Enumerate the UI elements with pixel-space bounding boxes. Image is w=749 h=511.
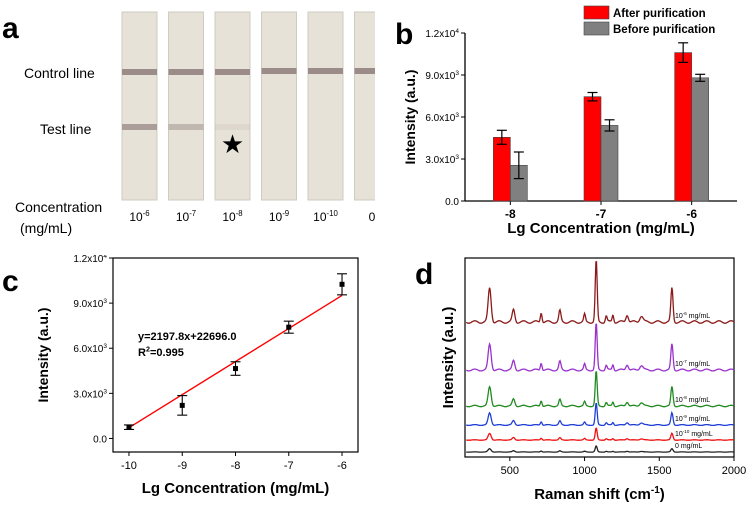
- scatter-chart: 0.0 3.0x103 6.0x103 9.0x103 1.2x104 -10 -9 -8 -7…: [35, 255, 359, 497]
- strip-concentration-label: 10-10: [313, 209, 338, 224]
- y-tick-label: 0.0: [445, 197, 459, 208]
- spectrum-label: 0 mg/mL: [675, 443, 702, 450]
- panel-label-c: c: [2, 265, 19, 298]
- y-axis-label: Intensity (a.u.): [402, 70, 418, 165]
- test-strip: [261, 11, 297, 201]
- panel-a: a 10-6 10-7 ★ 10-8 10-9 10-10 0 Control line T…: [2, 11, 375, 236]
- x-tick-label: -6: [686, 207, 697, 221]
- test-line-label: Test line: [40, 121, 92, 137]
- control-line-band: [308, 68, 343, 74]
- strips-group: 10-6 10-7 ★ 10-8 10-9 10-10 0: [121, 11, 375, 224]
- strip-concentration-label: 10-6: [129, 209, 149, 224]
- x-axis-label: Lg Concentration (mg/mL): [142, 480, 330, 497]
- panel-c: c 0.0 3.0x103 6.0x103 9.0x103 1.2x104 -10 -9 -8…: [2, 255, 359, 497]
- bar: [674, 52, 692, 202]
- panel-d: d 500 1000 1500 2000 10-6 mg/mL 10-7 mg/mL 10-…: [415, 257, 746, 503]
- x-tick-label: -9: [177, 460, 187, 472]
- y-axis-label: Intensity (a.u.): [440, 307, 457, 409]
- spectrum-line: [466, 445, 734, 453]
- spectrum-line: [465, 371, 735, 408]
- panel-label-d: d: [415, 258, 433, 291]
- fit-equation: y=2197.8x+22696.0: [138, 331, 237, 343]
- test-line-band: [215, 124, 250, 130]
- y-tick-label: 6.0x103: [425, 112, 459, 124]
- y-tick-label: 0.0: [93, 434, 107, 445]
- data-point: [286, 324, 292, 330]
- bar: [600, 125, 619, 202]
- star-marker: ★: [221, 129, 244, 159]
- y-axis-label: Intensity (a.u.): [35, 308, 51, 403]
- x-tick-label: -6: [337, 460, 347, 472]
- panel-b: b 0.0 3.0x103 6.0x103 9.0x103 1.2x104 -8 -7 -6 A…: [395, 5, 737, 237]
- x-tick-label: 1000: [572, 465, 596, 477]
- spectrum-line: [466, 402, 735, 427]
- control-line-band: [215, 69, 250, 75]
- spectrum-label: 10-9 mg/mL: [675, 414, 710, 423]
- plot-frame: [464, 257, 735, 458]
- y-tick-label: 3.0x103: [425, 154, 459, 166]
- bar: [583, 96, 602, 202]
- concentration-unit-label: (mg/mL): [20, 220, 72, 236]
- panel-label-a: a: [2, 12, 19, 45]
- y-tick-label: 1.2x104: [73, 255, 107, 265]
- spectrum-label: 10-8 mg/mL: [675, 395, 710, 404]
- spectrum-label: 10-7 mg/mL: [675, 359, 710, 368]
- control-line-band: [261, 68, 297, 74]
- legend-swatch: [583, 5, 610, 20]
- legend-label: After purification: [613, 8, 706, 20]
- x-axis-label: Lg Concentration (mg/mL): [507, 220, 695, 237]
- x-tick-label: 500: [501, 465, 519, 477]
- test-strip: [168, 11, 204, 201]
- spectra-chart: 500 1000 1500 2000 10-6 mg/mL 10-7 mg/mL 10-8 …: [440, 257, 746, 503]
- y-tick-label: 9.0x103: [73, 298, 107, 310]
- data-point: [233, 366, 238, 372]
- control-line-band: [354, 68, 375, 74]
- test-line-band: [122, 124, 157, 130]
- control-line-label: Control line: [24, 65, 95, 81]
- control-line-band: [122, 69, 157, 75]
- legend-label: Before purification: [613, 24, 715, 36]
- test-strip: [214, 11, 251, 201]
- y-tick-label: 1.2x104: [425, 28, 459, 40]
- x-tick-label: -7: [596, 207, 607, 221]
- spectrum-line: [465, 323, 735, 372]
- y-tick-label: 9.0x103: [425, 70, 459, 82]
- strip-concentration-label: 10-7: [176, 209, 196, 224]
- strip-concentration-label: 10-9: [269, 209, 289, 224]
- bar: [691, 77, 709, 202]
- spectrum-label: 10-10 mg/mL: [675, 429, 713, 438]
- spectrum-label: 10-6 mg/mL: [675, 311, 710, 320]
- x-tick-label: -8: [505, 207, 516, 221]
- y-tick-label: 3.0x103: [73, 388, 107, 400]
- test-strip: [307, 11, 344, 201]
- x-tick-label: -10: [121, 460, 137, 472]
- bar-chart: 0.0 3.0x103 6.0x103 9.0x103 1.2x104 -8 -7 -6 Aft…: [402, 5, 737, 237]
- test-strip: [121, 11, 158, 201]
- bar: [493, 137, 511, 202]
- spectrum-line: [465, 261, 735, 324]
- test-strip: [354, 11, 375, 201]
- fit-r-squared: R2=0.995: [138, 346, 184, 359]
- control-line-band: [168, 69, 204, 75]
- strip-concentration-label: 0: [369, 210, 375, 224]
- data-point: [126, 424, 132, 430]
- legend-swatch: [583, 21, 610, 36]
- data-point: [179, 402, 185, 408]
- x-tick-label: 1500: [647, 465, 671, 477]
- panel-label-b: b: [395, 18, 413, 51]
- concentration-label: Concentration: [15, 199, 102, 215]
- y-tick-label: 6.0x103: [73, 343, 107, 355]
- x-tick-label: -7: [284, 460, 294, 472]
- strip-concentration-label: 10-8: [222, 209, 242, 224]
- x-tick-label: 2000: [722, 465, 746, 477]
- spectrum-line: [466, 427, 735, 441]
- data-point: [339, 281, 345, 287]
- test-line-band: [168, 124, 204, 130]
- x-axis-label: Raman shift (cm-1): [534, 485, 665, 503]
- x-tick-label: -8: [231, 460, 241, 472]
